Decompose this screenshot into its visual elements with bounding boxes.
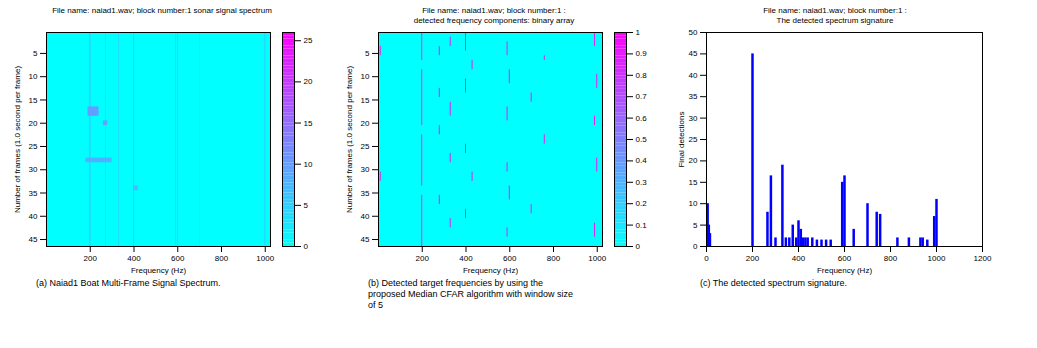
svg-text:0.3: 0.3 — [636, 178, 648, 187]
svg-text:0: 0 — [693, 242, 698, 251]
svg-text:10: 10 — [304, 160, 313, 169]
svg-text:30: 30 — [29, 165, 38, 174]
svg-text:0.2: 0.2 — [636, 199, 648, 208]
svg-text:0.9: 0.9 — [636, 49, 648, 58]
svg-text:1: 1 — [636, 28, 641, 37]
svg-text:45: 45 — [361, 235, 370, 244]
html-text:(b) Detected target frequencie: (b) Detected target frequencies by using… — [368, 278, 574, 310]
svg-text:Frequency (Hz): Frequency (Hz) — [463, 266, 518, 275]
svg-text:0.1: 0.1 — [636, 221, 648, 230]
svg-text:400: 400 — [127, 254, 141, 263]
svg-text:1200: 1200 — [974, 254, 992, 263]
svg-text:400: 400 — [459, 254, 473, 263]
html-text:File name: naiad1.wav; block n: File name: naiad1.wav; block number:1 : … — [413, 6, 575, 25]
svg-text:1000: 1000 — [256, 254, 274, 263]
svg-text:400: 400 — [792, 254, 806, 263]
svg-text:35: 35 — [361, 189, 370, 198]
svg-text:20: 20 — [304, 77, 313, 86]
html-text:File name: naiad1.wav; block n: File name: naiad1.wav; block number:1 so… — [52, 6, 272, 15]
svg-text:0.7: 0.7 — [636, 92, 648, 101]
svg-text:20: 20 — [689, 156, 698, 165]
svg-text:30: 30 — [361, 165, 370, 174]
svg-text:5: 5 — [365, 49, 370, 58]
svg-text:10: 10 — [361, 72, 370, 81]
svg-text:20: 20 — [361, 119, 370, 128]
svg-text:Frequency (Hz): Frequency (Hz) — [131, 266, 186, 275]
html-text:File name: naiad1.wav; block n: File name: naiad1.wav; block number:1 : … — [763, 6, 907, 25]
svg-text:35: 35 — [29, 189, 38, 198]
svg-text:30: 30 — [689, 114, 698, 123]
svg-text:5: 5 — [693, 221, 698, 230]
svg-text:800: 800 — [547, 254, 561, 263]
svg-text:600: 600 — [171, 254, 185, 263]
svg-text:5: 5 — [33, 49, 38, 58]
svg-text:25: 25 — [304, 36, 313, 45]
svg-text:45: 45 — [689, 49, 698, 58]
svg-text:0.4: 0.4 — [636, 156, 648, 165]
svg-text:25: 25 — [29, 142, 38, 151]
svg-text:800: 800 — [884, 254, 898, 263]
svg-text:0.6: 0.6 — [636, 114, 648, 123]
svg-text:40: 40 — [29, 212, 38, 221]
svg-text:40: 40 — [361, 212, 370, 221]
svg-text:0.8: 0.8 — [636, 71, 648, 80]
svg-text:50: 50 — [689, 28, 698, 37]
svg-text:15: 15 — [304, 119, 313, 128]
svg-text:Final detections: Final detections — [677, 111, 686, 167]
svg-text:20: 20 — [29, 119, 38, 128]
svg-text:15: 15 — [29, 96, 38, 105]
svg-text:5: 5 — [304, 201, 309, 210]
html-text:(c) The detected spectrum sign: (c) The detected spectrum signature. — [700, 278, 847, 288]
svg-text:0: 0 — [704, 254, 709, 263]
svg-text:200: 200 — [84, 254, 98, 263]
svg-text:15: 15 — [689, 178, 698, 187]
svg-text:Number of frames (1.0 second p: Number of frames (1.0 second per frame) — [13, 66, 22, 214]
svg-text:45: 45 — [29, 235, 38, 244]
svg-text:35: 35 — [689, 92, 698, 101]
html-text:(a) Naiad1 Boat Multi-Frame Si: (a) Naiad1 Boat Multi-Frame Signal Spect… — [36, 278, 221, 288]
svg-text:Number of frames (1.0 second p: Number of frames (1.0 second per frame) — [345, 66, 354, 214]
svg-text:10: 10 — [29, 72, 38, 81]
svg-text:Frequency (Hz): Frequency (Hz) — [817, 266, 872, 275]
svg-text:0: 0 — [304, 242, 309, 251]
svg-text:200: 200 — [746, 254, 760, 263]
svg-text:0: 0 — [636, 242, 641, 251]
svg-text:800: 800 — [215, 254, 229, 263]
svg-text:1000: 1000 — [928, 254, 946, 263]
svg-text:1000: 1000 — [588, 254, 606, 263]
svg-text:600: 600 — [838, 254, 852, 263]
svg-text:200: 200 — [416, 254, 430, 263]
svg-text:10: 10 — [689, 199, 698, 208]
svg-text:40: 40 — [689, 71, 698, 80]
svg-text:15: 15 — [361, 96, 370, 105]
svg-text:25: 25 — [361, 142, 370, 151]
svg-text:600: 600 — [503, 254, 517, 263]
svg-text:25: 25 — [689, 135, 698, 144]
svg-text:0.5: 0.5 — [636, 135, 648, 144]
